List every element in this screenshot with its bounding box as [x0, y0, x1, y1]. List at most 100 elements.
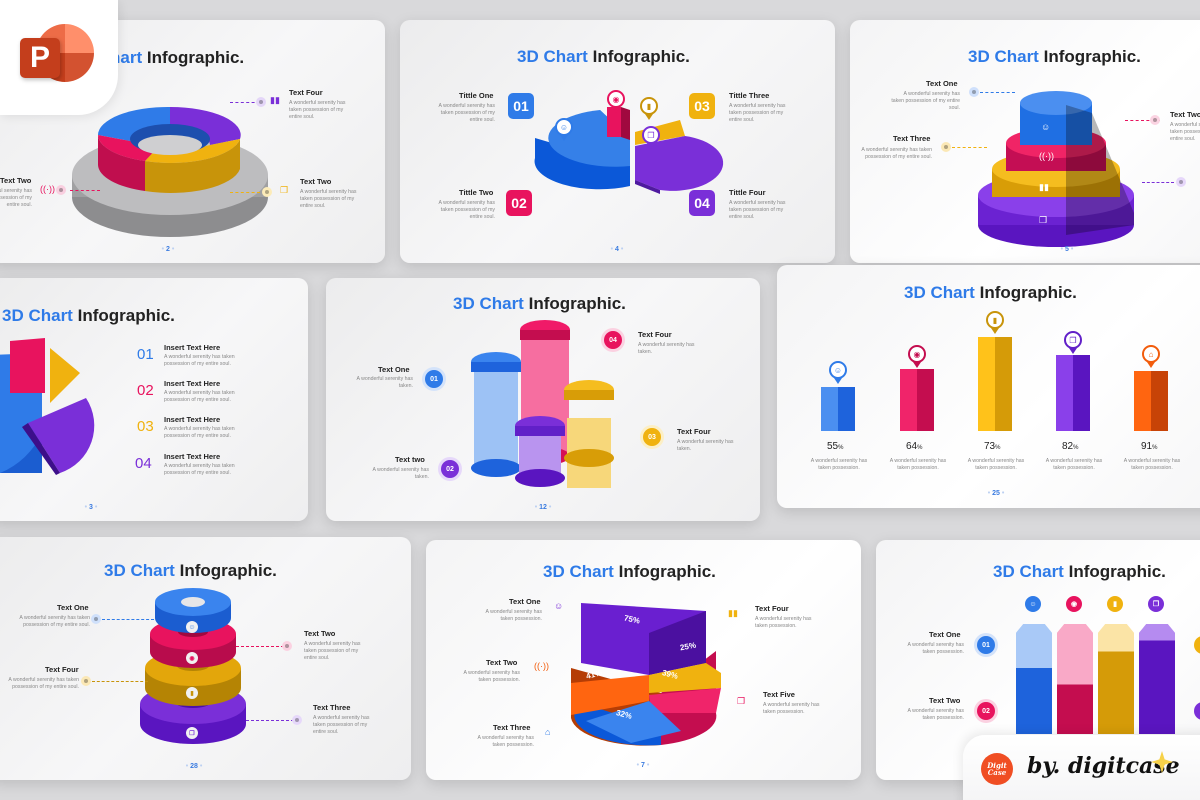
digitcase-logo: Digit Case — [981, 753, 1013, 785]
connector-dot — [56, 185, 66, 195]
desc: A wonderful serenity has taken possessio… — [907, 708, 964, 722]
column-4 — [1139, 624, 1175, 734]
user-icon-pin: ☺ — [829, 361, 847, 384]
bar-chart-icon: ▮▮ — [1039, 182, 1049, 192]
slide-thumbnail-3[interactable]: 3D Chart Infographic. 01 Insert Text Her… — [0, 278, 308, 521]
connector-dot — [1176, 177, 1186, 187]
bar-value-5: 91% — [1141, 441, 1158, 452]
item-label-3: Insert Text Here — [164, 415, 221, 424]
page-number: 5 — [1061, 246, 1074, 253]
documents-icon: ❐ — [737, 696, 746, 706]
connector-line — [230, 192, 260, 193]
desc: A wonderful serenity has taken possessio… — [1045, 458, 1103, 472]
desc: A wonderful serenity has taken possessio… — [889, 458, 947, 472]
desc: A wonderful serenity has taken possessio… — [19, 615, 90, 629]
slide-thumbnail-12[interactable]: 3D Chart Infographic. 01 Text One A wond… — [326, 278, 760, 521]
bank-icon: ⌂ — [545, 727, 551, 737]
slide-thumbnail-7[interactable]: 3D Chart Infographic. 75% 25% 39% 41% 32… — [426, 540, 861, 780]
brand-badge: Digit Case by. digitcase — [963, 735, 1200, 800]
label-text-two: Text Two — [1170, 110, 1200, 119]
connector-line — [102, 619, 154, 620]
connector-dot — [81, 676, 91, 686]
desc: A wonderful serenity has taken possessio… — [861, 147, 932, 161]
connector-line — [1142, 182, 1174, 183]
page-number: 12 — [535, 504, 552, 511]
label-text-two-right: Text Two — [300, 177, 332, 186]
slide-thumbnail-5[interactable]: 3D Chart Infographic. ☺ ((·)) ▮▮ ❐ Text … — [850, 20, 1200, 263]
desc: A wonderful serenity has taken. — [677, 439, 734, 453]
bar-chart-icon: ▮ — [186, 687, 198, 699]
exploded-pie-chart-3d — [0, 338, 95, 475]
label-text-two: Text Two — [929, 696, 961, 705]
label-text-four: Text Four — [45, 665, 79, 674]
connector-dot — [969, 87, 979, 97]
user-icon: ☺ — [1025, 596, 1041, 612]
desc: A wonderful serenity has taken possessio… — [438, 200, 495, 221]
page-number: 3 — [85, 504, 98, 511]
documents-icon: ❐ — [186, 727, 198, 739]
label-text-two: Text Two — [304, 629, 336, 638]
ring-stack-chart-3d — [140, 588, 246, 744]
broadcast-icon: ((·)) — [40, 184, 55, 194]
cylinder-chart-3d — [471, 320, 614, 488]
connector-line — [70, 190, 100, 191]
number-04: 04 — [135, 455, 152, 472]
slide-thumbnail-4[interactable]: 3D Chart Infographic. ☺ ◉ ▮ ❐ 01 02 03 0… — [400, 20, 835, 263]
slide-title: 3D Chart Infographic. — [543, 562, 716, 581]
slide-title: 3D Chart Infographic. — [453, 294, 626, 313]
bar-chart-icon-pin: ▮ — [986, 311, 1004, 334]
desc: A wonderful serenity has taken possessio… — [755, 616, 812, 630]
connector-line — [980, 92, 1015, 93]
item-label-1: Insert Text Here — [164, 343, 221, 352]
bar-1 — [821, 387, 855, 431]
desc: A wonderful serenity has taken possessio… — [304, 641, 361, 662]
connector-dot — [941, 142, 951, 152]
bar-chart-icon: ▮▮ — [270, 95, 280, 105]
desc: A wonderful serenity has taken possessio… — [810, 458, 868, 472]
slide-thumbnail-25[interactable]: 3D Chart Infographic. ☺ ◉ ▮ ❐ ⌂ 55% 64% … — [777, 265, 1200, 508]
bar-5 — [1134, 371, 1168, 431]
number-circle-04: 04 — [604, 331, 622, 349]
label-text-five: Text Five — [763, 690, 795, 699]
desc: A wonderful serenity has taken possessio… — [463, 670, 520, 684]
label-title-two: Tittle Two — [459, 188, 494, 197]
label-text-one: Text One — [929, 630, 961, 639]
desc: A wonderful serenity has taken possessio… — [300, 189, 357, 210]
number-badge-01: 01 — [508, 93, 534, 119]
bar-3 — [978, 337, 1012, 431]
label-title-four: Tittle Four — [729, 188, 766, 197]
desc: A wonderful serenity has taken possessio… — [438, 103, 495, 124]
label-text-four-lower: Text Four — [677, 427, 711, 436]
label-text-three: Text Three — [493, 723, 531, 732]
documents-icon: ❐ — [1039, 215, 1048, 225]
bar-chart-icon: ▮ — [1107, 596, 1123, 612]
desc: A wonderful serenity has taken possessio… — [729, 103, 786, 124]
broadcast-icon: ◉ — [186, 652, 198, 664]
bar-4 — [1056, 355, 1090, 431]
brand-text: by. digitcase — [1027, 753, 1180, 779]
connector-dot — [1150, 115, 1160, 125]
desc: A wonderful serenity has taken possessio… — [1123, 458, 1181, 472]
desc: A wonderful serenity has taken possessio… — [967, 458, 1025, 472]
desc: A wonderful serenity has taken possessio… — [313, 715, 370, 736]
label-title-three: Tittle Three — [729, 91, 770, 100]
connector-dot — [91, 614, 101, 624]
number-badge-04: 04 — [689, 190, 715, 216]
connector-line — [952, 147, 987, 148]
number-badge-03: 03 — [689, 93, 715, 119]
bar-value-4: 82% — [1062, 441, 1079, 452]
slide-thumbnail-2[interactable]: hart Infographic. ▮▮ Text Four A wonderf… — [0, 20, 385, 263]
connector-line — [1125, 120, 1160, 121]
number-02: 02 — [137, 382, 154, 399]
connector-line — [246, 720, 294, 721]
desc: A wonderful serenity has taken possessio… — [8, 677, 79, 691]
slide-title: 3D Chart Infographic. — [517, 47, 690, 66]
desc: A wonderful serenity has taken possessio… — [164, 390, 235, 404]
desc: A wonderful serenity has taken possessio… — [0, 188, 32, 209]
desc: A wonderful serenity has taken possessio… — [289, 100, 346, 121]
documents-icon: ❐ — [280, 185, 289, 195]
slide-thumbnail-28[interactable]: 3D Chart Infographic. ☺ ◉ ▮ ❐ Text One A… — [0, 537, 411, 780]
label-text-four: Text Four — [289, 88, 323, 97]
label-text-three: Text Three — [313, 703, 351, 712]
bar-value-3: 73% — [984, 441, 1001, 452]
